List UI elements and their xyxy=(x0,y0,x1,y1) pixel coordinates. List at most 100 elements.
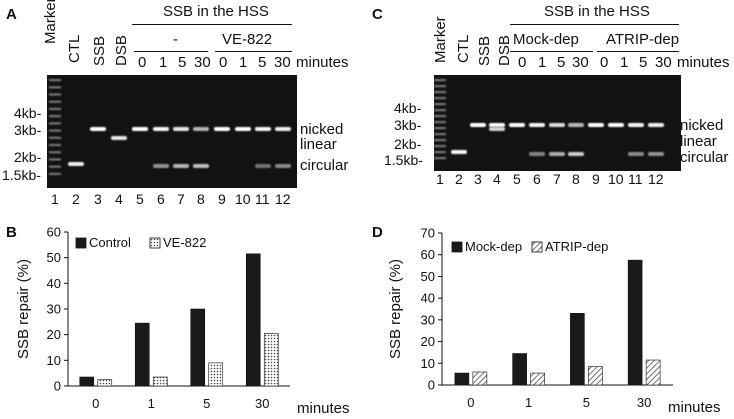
lane-number: 2 xyxy=(455,171,463,187)
ladder-band xyxy=(49,107,61,111)
lane-title-dsb: DSB xyxy=(113,35,130,66)
time-label: 30 xyxy=(194,54,211,71)
gel-band xyxy=(568,152,584,156)
lane-title-marker: Marker xyxy=(42,0,59,44)
y-tick-label: 60 xyxy=(421,247,435,262)
ladder-band xyxy=(434,127,446,130)
lane-number: 12 xyxy=(648,171,664,187)
gel-band xyxy=(608,123,624,127)
panel-label: A xyxy=(6,6,17,23)
ladder-band xyxy=(49,93,61,96)
time-label: 30 xyxy=(572,54,589,71)
bar-atrip-dep xyxy=(530,372,545,386)
group-label-right: VE-822 xyxy=(222,31,273,48)
band-label-linear: linear xyxy=(300,136,337,153)
band-label-circular: circular xyxy=(680,149,729,166)
ladder-band xyxy=(434,157,446,160)
lane-number: 3 xyxy=(94,191,102,207)
ladder-band xyxy=(434,91,446,94)
gel-band xyxy=(111,136,127,140)
time-label: 1 xyxy=(620,54,629,71)
gel-panel-a: A SSB in the HSS - VE-822 Marker CTL SSB… xyxy=(0,0,370,220)
time-unit: minutes xyxy=(296,54,349,71)
ladder-band xyxy=(434,151,446,154)
bar-atrip-dep xyxy=(472,371,488,386)
lane-number: 11 xyxy=(255,191,270,207)
chart-panel-d: D 0 10 20 30 40 50 60 70 SSB repair (%) 0 1 5 30 minu… xyxy=(370,220,734,417)
x-tick-label: 5 xyxy=(583,395,590,410)
time-label: 0 xyxy=(518,54,527,71)
chart-panel-b: B 0 10 20 30 40 50 60 SSB repair (%) 0 1 5 30 minute… xyxy=(0,220,370,417)
time-unit: minutes xyxy=(677,54,730,71)
time-label: 30 xyxy=(274,54,291,71)
lane-number: 6 xyxy=(533,171,541,187)
gel-band xyxy=(588,123,604,127)
bar-ve-822 xyxy=(152,376,168,387)
gel-band xyxy=(568,123,584,127)
y-tick-label: 10 xyxy=(421,356,435,371)
lane-number: 8 xyxy=(197,191,205,207)
bar-atrip-dep xyxy=(588,366,603,386)
ladder-band xyxy=(49,151,61,154)
ladder-band xyxy=(434,139,446,142)
lane-number: 9 xyxy=(592,171,600,187)
y-tick-label: 30 xyxy=(421,312,435,327)
gel-band xyxy=(489,127,505,131)
bar-control xyxy=(134,322,150,387)
gel-header: SSB in the HSS xyxy=(544,3,650,20)
y-tick-label: 70 xyxy=(421,226,435,241)
gel-band xyxy=(489,123,505,127)
y-tick-label: 0 xyxy=(54,379,61,394)
y-tick-label: 30 xyxy=(47,302,61,317)
gel-image xyxy=(434,75,681,171)
y-tick-label: 40 xyxy=(47,276,61,291)
gel-band xyxy=(275,164,291,168)
lane-number: 11 xyxy=(628,171,643,187)
x-tick-label: 1 xyxy=(148,396,155,411)
x-tick-label: 30 xyxy=(255,396,269,411)
group-label-left: - xyxy=(173,31,178,48)
lane-number: 7 xyxy=(553,171,561,187)
gel-image xyxy=(47,75,297,188)
gel-header: SSB in the HSS xyxy=(163,3,269,20)
ladder-band xyxy=(434,121,446,124)
bar-control xyxy=(245,253,261,387)
bar-ve-822 xyxy=(208,362,224,387)
bar-mock-dep xyxy=(570,313,585,386)
bar-ve-822 xyxy=(263,333,279,387)
lane-number: 9 xyxy=(218,191,226,207)
gel-band xyxy=(173,164,189,168)
ladder-band xyxy=(49,165,61,168)
ladder-band xyxy=(49,79,61,82)
ladder-band xyxy=(49,143,61,147)
lane-title-ssb: SSB xyxy=(476,35,493,66)
lane-title-ctl: CTL xyxy=(66,34,83,63)
group-label-right: ATRIP-dep xyxy=(606,31,680,48)
lane-title-marker: Marker xyxy=(432,16,449,63)
gel-band xyxy=(153,127,169,131)
bar-mock-dep xyxy=(512,353,527,386)
gel-band xyxy=(193,127,209,131)
x-tick-label: 0 xyxy=(467,395,474,410)
gel-band xyxy=(470,123,486,127)
gel-band xyxy=(255,164,271,168)
lane-number: 8 xyxy=(572,171,580,187)
ladder-band xyxy=(49,136,61,139)
gel-band xyxy=(235,127,251,131)
x-axis-label: minutes xyxy=(297,400,350,414)
size-marker: 3kb- xyxy=(394,117,422,133)
gel-band xyxy=(549,152,565,156)
time-label: 5 xyxy=(258,54,267,71)
ladder-band xyxy=(434,115,446,118)
size-marker: 1.5kb- xyxy=(384,152,423,168)
time-label: 30 xyxy=(655,54,672,71)
y-tick-label: 40 xyxy=(421,291,435,306)
y-axis-label: SSB repair (%) xyxy=(15,259,32,359)
ladder-band xyxy=(434,133,446,136)
gel-band xyxy=(628,123,644,127)
time-label: 5 xyxy=(639,54,648,71)
gel-band xyxy=(549,123,565,127)
gel-band xyxy=(275,127,291,131)
ladder-band xyxy=(49,129,61,132)
